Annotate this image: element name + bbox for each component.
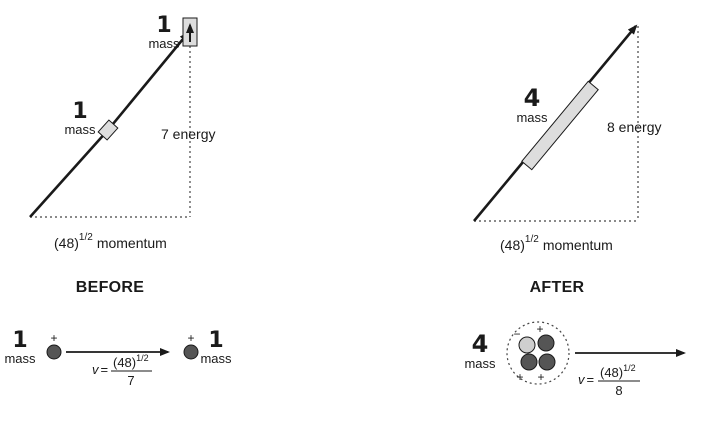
before-velocity-denominator: 7 (127, 373, 134, 388)
after-charge-left: + (516, 370, 523, 384)
before-velocity-numerator: (48)1/2 (113, 353, 149, 370)
before-right-mass-unit: mass (200, 351, 232, 366)
after-collision-mass-unit: mass (464, 356, 496, 371)
after-charge-right: + (537, 370, 544, 384)
after-energy-label: 8 energy (607, 119, 661, 135)
after-nucleon-light (518, 336, 536, 354)
before-mid-mass-unit: mass (64, 122, 96, 137)
before-top-mass-unit: mass (148, 36, 180, 51)
before-right-mass-number: 1 (208, 328, 223, 353)
after-momentum-label: (48)1/2 momentum (500, 234, 613, 253)
before-diagram: 1 mass 1 mass 7 energy (48)1/2 momentum (29, 13, 215, 251)
after-collision: 4 mass + + + − v = (48)1/2 8 (464, 321, 686, 398)
after-nucleon-dark-1 (537, 334, 555, 352)
after-nucleon-dark-2 (520, 353, 538, 371)
after-velocity-symbol: v = (578, 372, 594, 387)
before-top-mass-number: 1 (156, 13, 171, 38)
before-left-charge: + (50, 331, 57, 345)
after-charge-minus: − (513, 327, 520, 341)
after-charge-top: + (536, 322, 543, 336)
before-right-charge: + (187, 331, 194, 345)
after-mass-unit: mass (516, 110, 548, 125)
before-energy-label: 7 energy (161, 126, 215, 142)
before-right-particle (183, 344, 199, 360)
after-velocity-numerator: (48)1/2 (600, 363, 636, 380)
after-heading: AFTER (530, 279, 585, 296)
before-collision: 1 mass + v = (48)1/2 7 + 1 mass (4, 328, 232, 388)
before-left-mass-number: 1 (12, 328, 27, 353)
before-momentum-label: (48)1/2 momentum (54, 232, 167, 251)
after-collision-mass-number: 4 (472, 330, 489, 358)
before-mid-mass-number: 1 (72, 99, 87, 124)
before-left-particle (46, 344, 62, 360)
after-nucleon-dark-3 (538, 353, 556, 371)
after-particle-box (521, 80, 599, 171)
after-mass-number: 4 (524, 84, 541, 112)
before-lower-particle-vector (29, 129, 109, 218)
before-mid-particle-box (97, 119, 119, 141)
after-velocity-denominator: 8 (615, 383, 622, 398)
before-heading: BEFORE (76, 279, 144, 296)
before-upper-particle-vector (106, 31, 190, 131)
after-diagram: 4 mass 8 energy (48)1/2 momentum (473, 24, 661, 253)
after-nucleus-boundary (506, 321, 570, 385)
before-velocity-symbol: v = (92, 362, 108, 377)
before-left-mass-unit: mass (4, 351, 36, 366)
